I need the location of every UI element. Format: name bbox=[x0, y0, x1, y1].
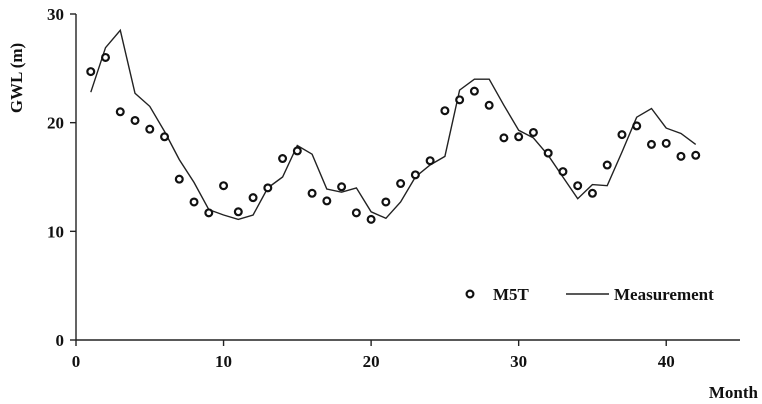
m5t-point bbox=[130, 115, 140, 125]
m5t-point bbox=[646, 139, 656, 149]
m5t-point bbox=[189, 197, 199, 207]
m5t-point bbox=[337, 182, 347, 192]
m5t-point bbox=[632, 121, 642, 131]
m5t-point bbox=[661, 138, 671, 148]
x-tick-label: 40 bbox=[658, 352, 675, 371]
m5t-point bbox=[174, 174, 184, 184]
m5t-point bbox=[292, 146, 302, 156]
m5t-point bbox=[440, 106, 450, 116]
m5t-point bbox=[115, 107, 125, 117]
m5t-point bbox=[528, 127, 538, 137]
m5t-point bbox=[219, 181, 229, 191]
m5t-point bbox=[410, 170, 420, 180]
m5t-point bbox=[204, 208, 214, 218]
m5t-point bbox=[145, 124, 155, 134]
m5t-point bbox=[86, 67, 96, 77]
legend-m5t-label: M5T bbox=[493, 285, 530, 304]
y-tick-label: 0 bbox=[56, 331, 65, 350]
measurement-line bbox=[90, 28, 697, 221]
m5t-series bbox=[86, 52, 701, 224]
m5t-point bbox=[543, 148, 553, 158]
x-axis-label: Month bbox=[709, 383, 759, 402]
y-tick-label: 10 bbox=[47, 222, 64, 241]
m5t-point bbox=[160, 132, 170, 142]
chart-legend: M5T Measurement bbox=[465, 285, 714, 304]
m5t-point bbox=[366, 214, 376, 224]
m5t-point bbox=[455, 95, 465, 105]
m5t-point bbox=[484, 100, 494, 110]
measurement-series bbox=[90, 28, 697, 221]
x-tick-label: 30 bbox=[510, 352, 527, 371]
m5t-point bbox=[602, 160, 612, 170]
m5t-point bbox=[617, 130, 627, 140]
m5t-point bbox=[425, 156, 435, 166]
x-tick-label: 0 bbox=[72, 352, 81, 371]
x-tick-label: 20 bbox=[363, 352, 380, 371]
m5t-point bbox=[396, 179, 406, 189]
m5t-point bbox=[514, 132, 524, 142]
m5t-point bbox=[248, 193, 258, 203]
m5t-point bbox=[469, 86, 479, 96]
legend-m5t-marker bbox=[465, 289, 475, 299]
m5t-point bbox=[233, 207, 243, 217]
legend-measurement-label: Measurement bbox=[614, 285, 714, 304]
m5t-point bbox=[558, 167, 568, 177]
m5t-point bbox=[278, 154, 288, 164]
m5t-point bbox=[499, 133, 509, 143]
m5t-point bbox=[676, 151, 686, 161]
y-axis-label: GWL (m) bbox=[7, 43, 26, 113]
m5t-point bbox=[691, 150, 701, 160]
m5t-point bbox=[307, 188, 317, 198]
y-tick-label: 30 bbox=[47, 5, 64, 24]
m5t-point bbox=[101, 52, 111, 62]
y-tick-label: 20 bbox=[47, 114, 64, 133]
m5t-point bbox=[381, 197, 391, 207]
m5t-point bbox=[573, 181, 583, 191]
m5t-point bbox=[322, 196, 332, 206]
m5t-point bbox=[263, 183, 273, 193]
m5t-point bbox=[587, 188, 597, 198]
m5t-point bbox=[351, 208, 361, 218]
x-tick-label: 10 bbox=[215, 352, 232, 371]
chart-axes: 0 10 20 30 0 10 20 30 40 bbox=[47, 5, 740, 371]
